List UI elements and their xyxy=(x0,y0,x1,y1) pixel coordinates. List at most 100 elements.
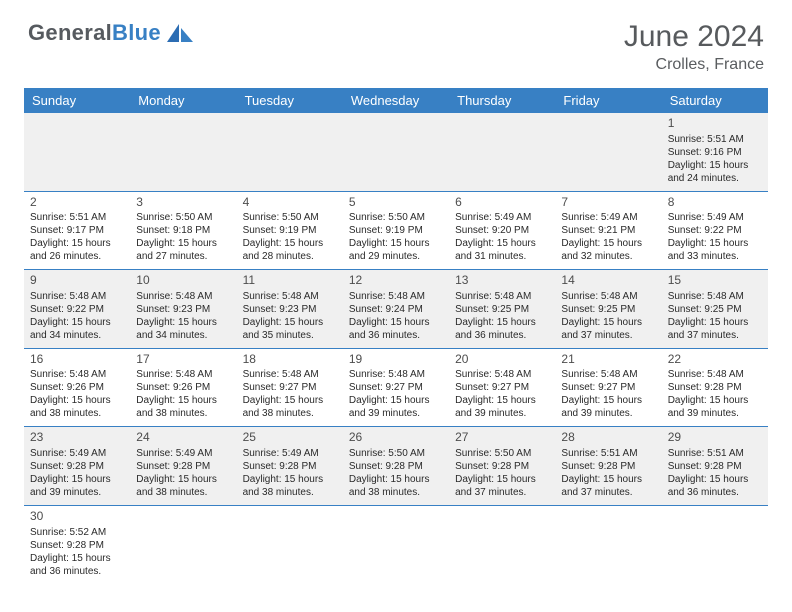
sunrise-line: Sunrise: 5:49 AM xyxy=(243,447,337,460)
day-number: 27 xyxy=(455,430,549,446)
sunset-line: Sunset: 9:17 PM xyxy=(30,224,124,237)
day-header: Thursday xyxy=(449,88,555,113)
calendar-cell: 29Sunrise: 5:51 AMSunset: 9:28 PMDayligh… xyxy=(662,427,768,506)
daylight-line: Daylight: 15 hours and 36 minutes. xyxy=(455,316,549,342)
calendar-row: 1Sunrise: 5:51 AMSunset: 9:16 PMDaylight… xyxy=(24,113,768,191)
day-header: Sunday xyxy=(24,88,130,113)
day-number: 30 xyxy=(30,509,124,525)
day-number: 3 xyxy=(136,195,230,211)
sunrise-line: Sunrise: 5:48 AM xyxy=(243,290,337,303)
daylight-line: Daylight: 15 hours and 31 minutes. xyxy=(455,237,549,263)
sunset-line: Sunset: 9:23 PM xyxy=(243,303,337,316)
calendar-table: Sunday Monday Tuesday Wednesday Thursday… xyxy=(24,88,768,584)
sunset-line: Sunset: 9:27 PM xyxy=(561,381,655,394)
calendar-cell xyxy=(662,505,768,583)
day-number: 19 xyxy=(349,352,443,368)
day-header: Monday xyxy=(130,88,236,113)
day-number: 6 xyxy=(455,195,549,211)
sunrise-line: Sunrise: 5:49 AM xyxy=(136,447,230,460)
calendar-cell: 7Sunrise: 5:49 AMSunset: 9:21 PMDaylight… xyxy=(555,191,661,270)
calendar-cell xyxy=(555,505,661,583)
sunrise-line: Sunrise: 5:50 AM xyxy=(349,447,443,460)
sunset-line: Sunset: 9:20 PM xyxy=(455,224,549,237)
calendar-cell: 19Sunrise: 5:48 AMSunset: 9:27 PMDayligh… xyxy=(343,348,449,427)
sunrise-line: Sunrise: 5:48 AM xyxy=(349,368,443,381)
sunset-line: Sunset: 9:25 PM xyxy=(668,303,762,316)
sunset-line: Sunset: 9:16 PM xyxy=(668,146,762,159)
day-number: 15 xyxy=(668,273,762,289)
calendar-cell: 4Sunrise: 5:50 AMSunset: 9:19 PMDaylight… xyxy=(237,191,343,270)
sunrise-line: Sunrise: 5:51 AM xyxy=(30,211,124,224)
day-number: 21 xyxy=(561,352,655,368)
daylight-line: Daylight: 15 hours and 37 minutes. xyxy=(561,316,655,342)
sunrise-line: Sunrise: 5:51 AM xyxy=(561,447,655,460)
daylight-line: Daylight: 15 hours and 39 minutes. xyxy=(668,394,762,420)
sunrise-line: Sunrise: 5:52 AM xyxy=(30,526,124,539)
sunset-line: Sunset: 9:28 PM xyxy=(136,460,230,473)
sunrise-line: Sunrise: 5:48 AM xyxy=(561,290,655,303)
sunrise-line: Sunrise: 5:49 AM xyxy=(455,211,549,224)
daylight-line: Daylight: 15 hours and 36 minutes. xyxy=(349,316,443,342)
daylight-line: Daylight: 15 hours and 34 minutes. xyxy=(30,316,124,342)
sunset-line: Sunset: 9:24 PM xyxy=(349,303,443,316)
sunset-line: Sunset: 9:26 PM xyxy=(136,381,230,394)
sunrise-line: Sunrise: 5:48 AM xyxy=(561,368,655,381)
calendar-cell: 9Sunrise: 5:48 AMSunset: 9:22 PMDaylight… xyxy=(24,270,130,349)
calendar-cell xyxy=(237,505,343,583)
calendar-cell: 13Sunrise: 5:48 AMSunset: 9:25 PMDayligh… xyxy=(449,270,555,349)
sunrise-line: Sunrise: 5:51 AM xyxy=(668,133,762,146)
logo-text-general: General xyxy=(28,20,112,46)
day-header: Wednesday xyxy=(343,88,449,113)
day-number: 9 xyxy=(30,273,124,289)
calendar-row: 30Sunrise: 5:52 AMSunset: 9:28 PMDayligh… xyxy=(24,505,768,583)
sunset-line: Sunset: 9:19 PM xyxy=(349,224,443,237)
daylight-line: Daylight: 15 hours and 29 minutes. xyxy=(349,237,443,263)
calendar-row: 9Sunrise: 5:48 AMSunset: 9:22 PMDaylight… xyxy=(24,270,768,349)
calendar-cell: 2Sunrise: 5:51 AMSunset: 9:17 PMDaylight… xyxy=(24,191,130,270)
calendar-cell: 14Sunrise: 5:48 AMSunset: 9:25 PMDayligh… xyxy=(555,270,661,349)
sunrise-line: Sunrise: 5:50 AM xyxy=(136,211,230,224)
daylight-line: Daylight: 15 hours and 39 minutes. xyxy=(30,473,124,499)
sunset-line: Sunset: 9:28 PM xyxy=(349,460,443,473)
sunrise-line: Sunrise: 5:50 AM xyxy=(455,447,549,460)
daylight-line: Daylight: 15 hours and 27 minutes. xyxy=(136,237,230,263)
calendar-row: 16Sunrise: 5:48 AMSunset: 9:26 PMDayligh… xyxy=(24,348,768,427)
calendar-cell: 11Sunrise: 5:48 AMSunset: 9:23 PMDayligh… xyxy=(237,270,343,349)
logo: GeneralBlue xyxy=(28,20,195,46)
sunset-line: Sunset: 9:18 PM xyxy=(136,224,230,237)
calendar-cell: 8Sunrise: 5:49 AMSunset: 9:22 PMDaylight… xyxy=(662,191,768,270)
sunset-line: Sunset: 9:28 PM xyxy=(668,381,762,394)
day-header: Saturday xyxy=(662,88,768,113)
day-number: 4 xyxy=(243,195,337,211)
calendar-cell: 25Sunrise: 5:49 AMSunset: 9:28 PMDayligh… xyxy=(237,427,343,506)
daylight-line: Daylight: 15 hours and 39 minutes. xyxy=(455,394,549,420)
calendar-cell: 10Sunrise: 5:48 AMSunset: 9:23 PMDayligh… xyxy=(130,270,236,349)
daylight-line: Daylight: 15 hours and 37 minutes. xyxy=(668,316,762,342)
calendar-cell xyxy=(449,113,555,191)
daylight-line: Daylight: 15 hours and 38 minutes. xyxy=(136,473,230,499)
sunset-line: Sunset: 9:28 PM xyxy=(30,460,124,473)
daylight-line: Daylight: 15 hours and 39 minutes. xyxy=(561,394,655,420)
calendar-cell: 21Sunrise: 5:48 AMSunset: 9:27 PMDayligh… xyxy=(555,348,661,427)
day-number: 22 xyxy=(668,352,762,368)
day-number: 16 xyxy=(30,352,124,368)
calendar-cell: 22Sunrise: 5:48 AMSunset: 9:28 PMDayligh… xyxy=(662,348,768,427)
sunrise-line: Sunrise: 5:50 AM xyxy=(243,211,337,224)
sunset-line: Sunset: 9:28 PM xyxy=(30,539,124,552)
calendar-cell xyxy=(343,113,449,191)
sunrise-line: Sunrise: 5:48 AM xyxy=(455,368,549,381)
sail-icon xyxy=(165,22,195,44)
sunset-line: Sunset: 9:22 PM xyxy=(30,303,124,316)
daylight-line: Daylight: 15 hours and 38 minutes. xyxy=(243,394,337,420)
sunrise-line: Sunrise: 5:48 AM xyxy=(30,290,124,303)
calendar-row: 2Sunrise: 5:51 AMSunset: 9:17 PMDaylight… xyxy=(24,191,768,270)
day-number: 13 xyxy=(455,273,549,289)
sunset-line: Sunset: 9:27 PM xyxy=(455,381,549,394)
daylight-line: Daylight: 15 hours and 38 minutes. xyxy=(136,394,230,420)
day-number: 20 xyxy=(455,352,549,368)
daylight-line: Daylight: 15 hours and 24 minutes. xyxy=(668,159,762,185)
sunset-line: Sunset: 9:27 PM xyxy=(243,381,337,394)
sunset-line: Sunset: 9:23 PM xyxy=(136,303,230,316)
logo-text-blue: Blue xyxy=(112,20,161,46)
sunset-line: Sunset: 9:28 PM xyxy=(455,460,549,473)
